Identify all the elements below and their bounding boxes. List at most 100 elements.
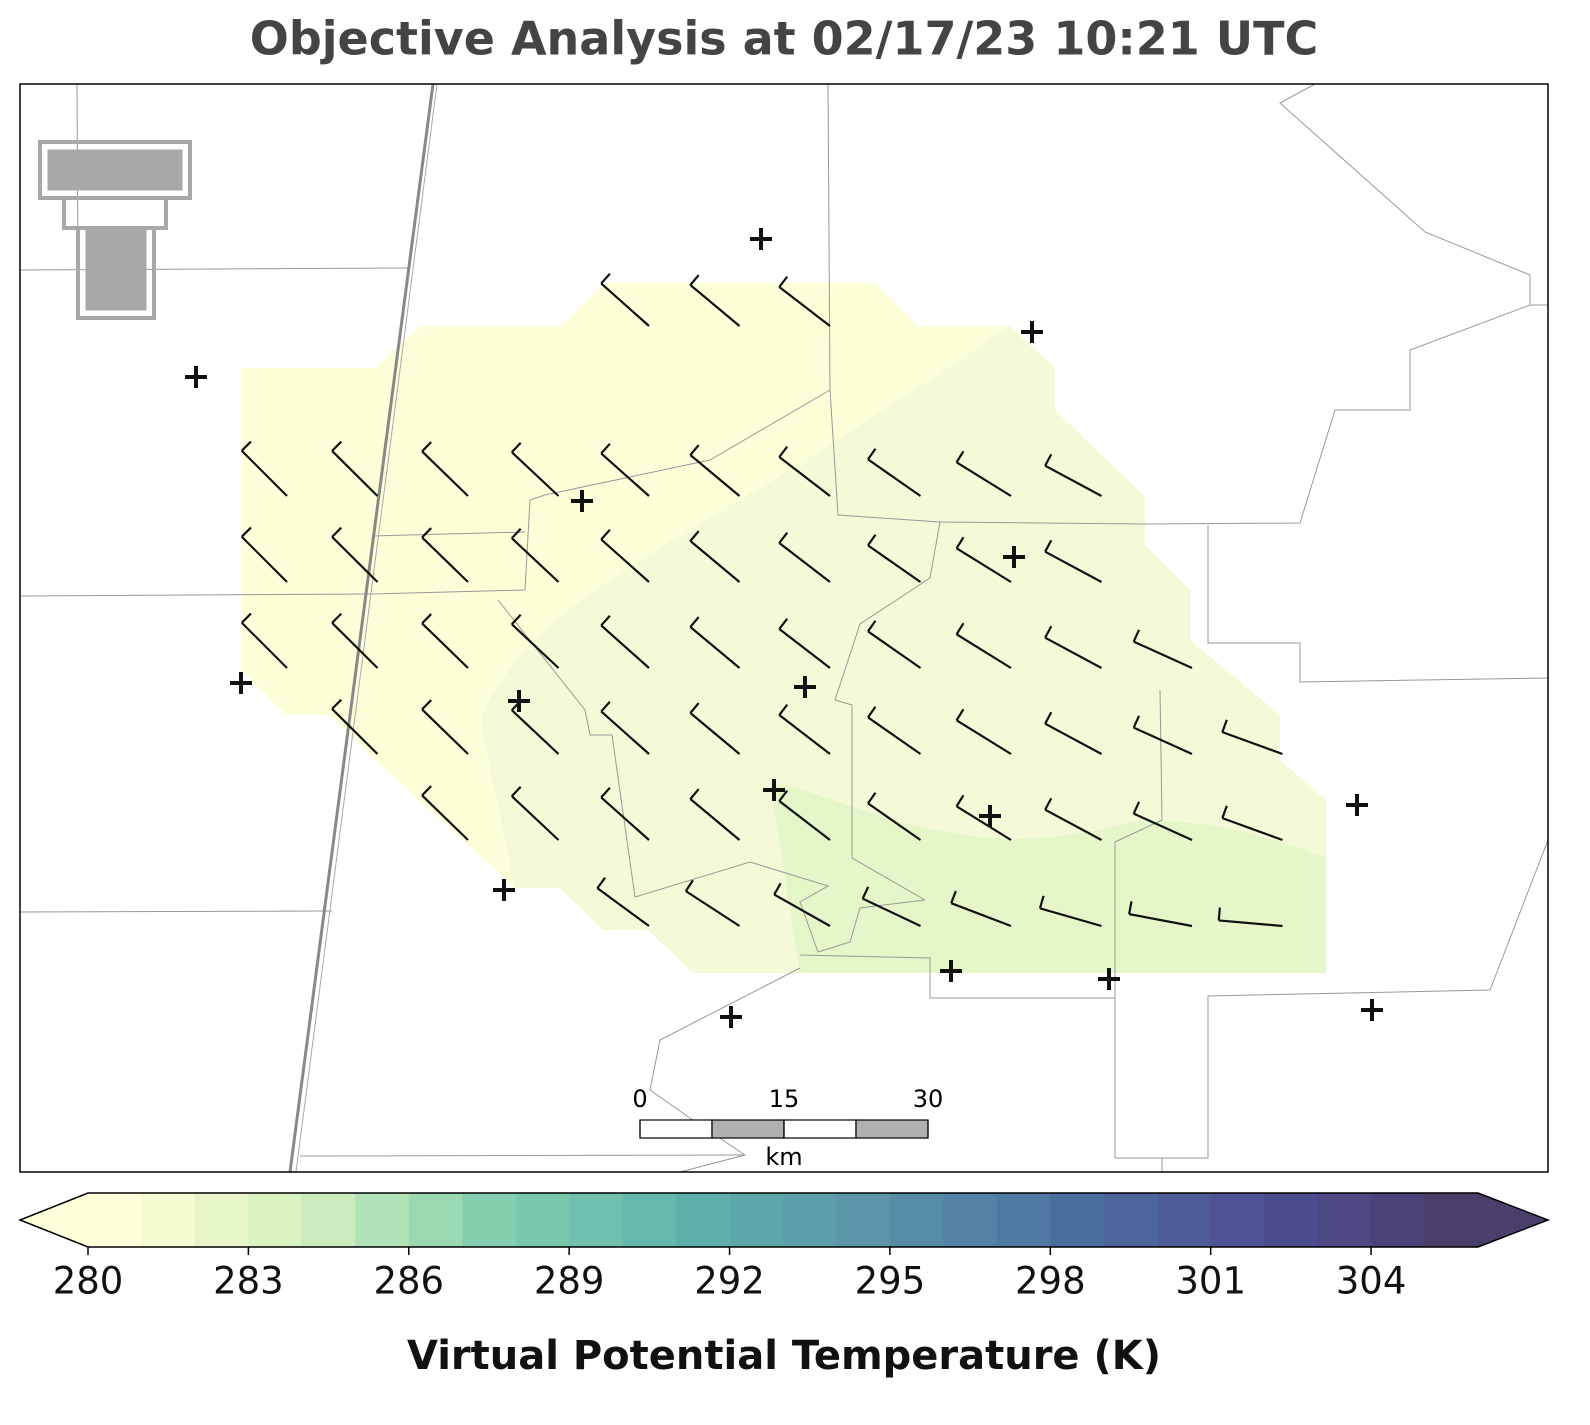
barb-staff	[778, 714, 831, 755]
barb-flag	[684, 879, 694, 892]
barb-flag	[510, 785, 522, 797]
barb-staff	[1039, 907, 1102, 928]
barb-staff	[596, 887, 650, 927]
barb-flag	[421, 699, 432, 711]
barb-flag	[773, 882, 782, 896]
barb-staff	[421, 622, 469, 669]
colorbar-tick-label: 304	[1336, 1260, 1407, 1303]
barb-staff	[773, 893, 831, 927]
barb-staff	[1133, 726, 1193, 756]
barb-flag	[867, 448, 877, 461]
barb-staff	[511, 537, 560, 583]
barb-staff	[950, 902, 1012, 928]
barb-staff	[689, 284, 741, 327]
barb-staff	[600, 796, 650, 841]
barb-flag	[778, 790, 789, 802]
scale-bar: 0 15 30 km	[632, 1085, 943, 1171]
colorbar-bin	[1424, 1193, 1479, 1247]
barb-flag	[1044, 625, 1053, 639]
colorbar-bin	[1264, 1193, 1319, 1247]
barb-staff	[600, 452, 650, 497]
barb-flag	[510, 527, 522, 539]
barb-staff	[331, 450, 379, 497]
colorbar-bin	[1157, 1193, 1212, 1247]
barb-flag	[596, 877, 606, 889]
barb-flag	[955, 708, 965, 721]
barb-staff	[689, 540, 741, 583]
colorbar-bin	[729, 1193, 784, 1247]
barb-staff	[421, 708, 469, 755]
barb-flag	[689, 788, 700, 800]
barb-staff	[1128, 913, 1193, 928]
barb-flag	[867, 792, 877, 805]
barb-flag	[421, 785, 432, 797]
scale-unit: km	[765, 1143, 802, 1171]
scale-segment	[783, 1119, 857, 1139]
barb-staff	[689, 712, 741, 755]
barb-staff	[867, 802, 922, 841]
colorbar-bin	[569, 1193, 624, 1247]
barb-flag	[1044, 539, 1053, 553]
highway	[288, 83, 435, 1173]
barb-staff	[331, 708, 379, 755]
colorbar-extend-high	[1478, 1193, 1548, 1247]
barb-flag	[778, 532, 789, 544]
barb-staff	[600, 282, 650, 327]
barb-flag	[1044, 453, 1053, 467]
barb-flag	[861, 886, 870, 900]
barb-flag	[867, 706, 877, 719]
colorbar-tick-label: 280	[53, 1260, 124, 1303]
barb-staff	[1044, 636, 1103, 669]
barb-staff	[689, 626, 741, 669]
colorbar-bin	[943, 1193, 998, 1247]
map-area	[19, 83, 1549, 1173]
barb-staff	[867, 630, 922, 669]
barb-staff	[956, 805, 1012, 841]
barb-flag	[331, 526, 343, 538]
barb-flag	[1044, 797, 1053, 811]
barb-flag	[689, 702, 700, 714]
scale-label: 15	[769, 1085, 800, 1113]
barb-staff	[956, 461, 1012, 497]
barb-staff	[778, 800, 831, 841]
map-frame	[19, 83, 1549, 1173]
barb-staff	[1133, 812, 1193, 842]
barb-staff	[1218, 919, 1283, 928]
barb-staff	[1044, 550, 1103, 583]
barb-staff	[511, 795, 560, 841]
scale-label: 0	[632, 1085, 647, 1113]
colorbar-outline	[17, 1192, 1551, 1248]
barb-flag	[240, 526, 252, 538]
colorbar-bin	[194, 1193, 249, 1247]
barb-staff	[689, 454, 741, 497]
barb-flag	[1221, 805, 1228, 819]
title: Objective Analysis at 02/17/23 10:21 UTC	[250, 12, 1319, 66]
barb-staff	[240, 449, 288, 497]
barb-flag	[955, 450, 965, 463]
barb-flag	[955, 794, 965, 807]
colorbar-bin	[622, 1193, 677, 1247]
barb-flag	[1128, 901, 1133, 915]
colorbar-bin	[88, 1193, 142, 1247]
colorbar-bin	[783, 1193, 837, 1247]
barb-staff	[956, 633, 1012, 669]
barb-staff	[1044, 464, 1103, 497]
highway	[295, 83, 438, 1173]
barb-flag	[778, 704, 789, 716]
barb-flag	[421, 613, 432, 625]
wind-barbs	[240, 272, 1283, 928]
barb-staff	[511, 709, 560, 755]
barb-flag	[331, 612, 343, 624]
barb-flag	[1132, 629, 1141, 643]
barb-staff	[862, 897, 921, 927]
barb-flag	[1132, 715, 1141, 729]
barb-flag	[421, 527, 432, 539]
barb-flag	[1132, 801, 1141, 815]
colorbar-tick-label: 298	[1015, 1260, 1086, 1303]
barb-staff	[689, 798, 741, 841]
colorbar-bin	[1103, 1193, 1158, 1247]
colorbar-bin	[889, 1193, 944, 1247]
colorbar: 280 283 286 289 292 295 298 301 304	[17, 1192, 1551, 1303]
barb-staff	[1133, 640, 1193, 670]
